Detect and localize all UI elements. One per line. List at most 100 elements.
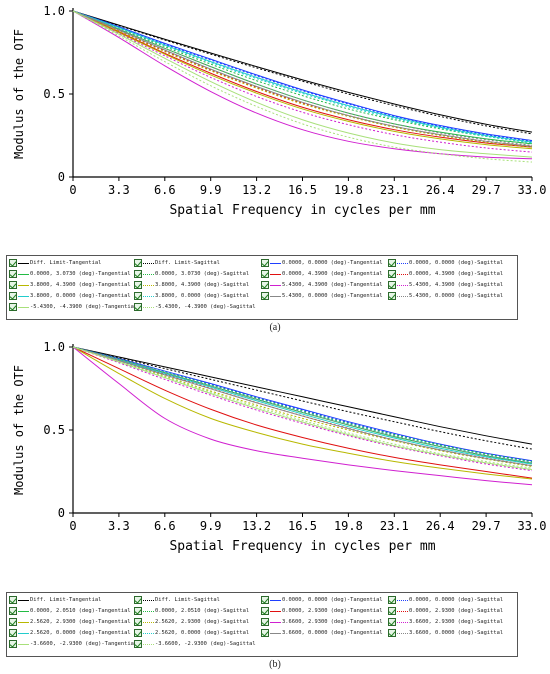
legend-swatch (397, 632, 408, 634)
chart-b-series-line (72, 346, 533, 465)
legend-item[interactable]: 3.8000, 0.0000 (deg)-Sagittal (134, 291, 261, 301)
checkbox-icon[interactable] (388, 281, 396, 289)
checkbox-icon[interactable] (9, 618, 17, 626)
checkbox-icon[interactable] (9, 270, 17, 278)
legend-item[interactable]: 2.5620, 0.0000 (deg)-Sagittal (134, 628, 261, 638)
checkbox-icon[interactable] (261, 281, 269, 289)
checkbox-icon[interactable] (134, 303, 142, 311)
chart-a-y-tick-label: 1.0 (43, 4, 65, 18)
checkbox-icon[interactable] (134, 629, 142, 637)
checkbox-icon[interactable] (134, 292, 142, 300)
chart-a-x-tick-label: 26.4 (426, 183, 455, 197)
checkbox-icon[interactable] (388, 292, 396, 300)
legend-item[interactable]: Diff. Limit-Tangential (9, 258, 134, 268)
legend-item[interactable]: 0.0000, 2.9300 (deg)-Tangential (261, 606, 388, 616)
checkbox-icon[interactable] (134, 259, 142, 267)
legend-a: Diff. Limit-Tangential Diff. Limit-Sagitt… (6, 255, 518, 320)
checkbox-icon[interactable] (9, 629, 17, 637)
checkbox-icon[interactable] (261, 259, 269, 267)
checkbox-icon[interactable] (261, 292, 269, 300)
legend-item[interactable]: 3.8000, 4.3900 (deg)-Tangential (9, 280, 134, 290)
legend-item[interactable]: Diff. Limit-Sagittal (134, 595, 261, 605)
legend-item[interactable]: 2.5620, 2.9300 (deg)-Sagittal (134, 617, 261, 627)
legend-item[interactable]: 0.0000, 0.0000 (deg)-Tangential (261, 258, 388, 268)
legend-swatch (143, 643, 154, 645)
mtf-chart-a: 0 0.5 1.0 0 3.3 6.6 9.9 13.2 16.5 19.8 23.1 26.4 29.… (12, 4, 547, 218)
legend-item[interactable]: 3.6600, 0.0000 (deg)-Tangential (261, 628, 388, 638)
legend-item[interactable]: -3.6600, -2.9300 (deg)-Tangential (9, 639, 134, 649)
legend-item[interactable]: 0.0000, 2.9300 (deg)-Sagittal (388, 606, 513, 616)
legend-item[interactable]: 0.0000, 2.0510 (deg)-Tangential (9, 606, 134, 616)
checkbox-icon[interactable] (9, 259, 17, 267)
checkbox-icon[interactable] (134, 618, 142, 626)
legend-item[interactable]: 0.0000, 0.0000 (deg)-Tangential (261, 595, 388, 605)
checkbox-icon[interactable] (134, 281, 142, 289)
chart-a-x-tick-label: 33.0 (518, 183, 547, 197)
checkbox-icon[interactable] (9, 303, 17, 311)
checkbox-icon[interactable] (9, 607, 17, 615)
legend-label: 3.8000, 4.3900 (deg)-Tangential (30, 282, 131, 288)
legend-item[interactable]: 3.6600, 2.9300 (deg)-Tangential (261, 617, 388, 627)
legend-item[interactable]: 5.4300, 0.0000 (deg)-Sagittal (388, 291, 513, 301)
chart-a-x-tick-label: 3.3 (108, 183, 130, 197)
legend-item[interactable]: Diff. Limit-Tangential (9, 595, 134, 605)
legend-item[interactable]: -5.4300, -4.3900 (deg)-Sagittal (134, 302, 261, 312)
checkbox-icon[interactable] (134, 270, 142, 278)
legend-swatch (270, 295, 281, 297)
legend-item[interactable]: 3.6600, 2.9300 (deg)-Sagittal (388, 617, 513, 627)
legend-item[interactable]: 5.4300, 4.3900 (deg)-Sagittal (388, 280, 513, 290)
legend-item[interactable]: 2.5620, 0.0000 (deg)-Tangential (9, 628, 134, 638)
checkbox-icon[interactable] (9, 640, 17, 648)
checkbox-icon[interactable] (261, 629, 269, 637)
legend-item[interactable]: 5.4300, 4.3900 (deg)-Tangential (261, 280, 388, 290)
legend-item[interactable]: 3.8000, 0.0000 (deg)-Tangential (9, 291, 134, 301)
legend-swatch (18, 273, 29, 275)
legend-item[interactable]: 2.5620, 2.9300 (deg)-Tangential (9, 617, 134, 627)
chart-a-series-line (72, 10, 533, 160)
caption-a: (a) (269, 322, 281, 333)
legend-item[interactable]: 3.8000, 4.3900 (deg)-Sagittal (134, 280, 261, 290)
legend-swatch (143, 284, 154, 286)
checkbox-icon[interactable] (9, 292, 17, 300)
chart-a-x-tick-label: 19.8 (334, 183, 363, 197)
checkbox-icon[interactable] (134, 596, 142, 604)
legend-label: 5.4300, 0.0000 (deg)-Sagittal (409, 293, 504, 299)
checkbox-icon[interactable] (261, 607, 269, 615)
legend-swatch (397, 273, 408, 275)
chart-b-series-line (72, 346, 533, 486)
legend-item[interactable]: 5.4300, 0.0000 (deg)-Tangential (261, 291, 388, 301)
legend-item[interactable]: 0.0000, 0.0000 (deg)-Sagittal (388, 258, 513, 268)
chart-a-x-tick-label: 0 (69, 183, 76, 197)
checkbox-icon[interactable] (388, 607, 396, 615)
legend-swatch (143, 632, 154, 634)
checkbox-icon[interactable] (261, 270, 269, 278)
legend-item[interactable]: 0.0000, 4.3900 (deg)-Tangential (261, 269, 388, 279)
chart-b-y-tick-label: 1.0 (43, 340, 65, 354)
checkbox-icon[interactable] (134, 640, 142, 648)
checkbox-icon[interactable] (388, 629, 396, 637)
checkbox-icon[interactable] (134, 607, 142, 615)
checkbox-icon[interactable] (388, 270, 396, 278)
legend-item[interactable]: 0.0000, 3.0730 (deg)-Tangential (9, 269, 134, 279)
legend-label: 3.8000, 0.0000 (deg)-Tangential (30, 293, 131, 299)
legend-item[interactable]: -5.4300, -4.3900 (deg)-Tangential (9, 302, 134, 312)
checkbox-icon[interactable] (388, 618, 396, 626)
legend-item[interactable]: 0.0000, 0.0000 (deg)-Sagittal (388, 595, 513, 605)
legend-swatch (397, 262, 408, 264)
legend-item[interactable]: 0.0000, 4.3900 (deg)-Sagittal (388, 269, 513, 279)
checkbox-icon[interactable] (388, 596, 396, 604)
legend-item[interactable]: 3.6600, 0.0000 (deg)-Sagittal (388, 628, 513, 638)
legend-item[interactable]: 0.0000, 2.0510 (deg)-Sagittal (134, 606, 261, 616)
checkbox-icon[interactable] (388, 259, 396, 267)
legend-label: -3.6600, -2.9300 (deg)-Sagittal (155, 641, 256, 647)
checkbox-icon[interactable] (9, 281, 17, 289)
checkbox-icon[interactable] (9, 596, 17, 604)
chart-a-series-line (72, 10, 533, 135)
chart-a-series-line (72, 10, 533, 144)
legend-item[interactable]: -3.6600, -2.9300 (deg)-Sagittal (134, 639, 261, 649)
checkbox-icon[interactable] (261, 618, 269, 626)
chart-a-x-axis-label: Spatial Frequency in cycles per mm (169, 203, 435, 218)
legend-item[interactable]: 0.0000, 3.0730 (deg)-Sagittal (134, 269, 261, 279)
legend-item[interactable]: Diff. Limit-Sagittal (134, 258, 261, 268)
checkbox-icon[interactable] (261, 596, 269, 604)
